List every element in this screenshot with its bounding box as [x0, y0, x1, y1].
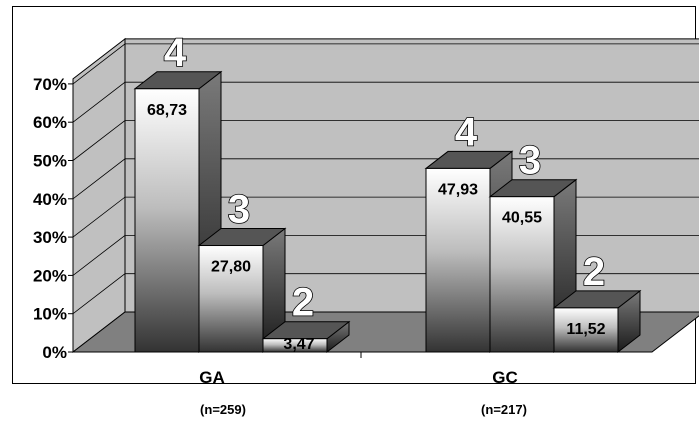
data-label: 68,73 — [147, 102, 187, 119]
series-tag: 3 — [228, 188, 250, 232]
chart-labels: 0% 10% 20% 30% 40% 50% 60% 70% GA 68,73 4 27,80 3 3,4… — [33, 30, 606, 387]
bar-front — [489, 196, 555, 353]
y-tick-label: 70% — [33, 75, 67, 94]
data-label: 40,55 — [502, 210, 542, 227]
gridline — [72, 81, 699, 123]
y-tick-label: 10% — [33, 305, 67, 324]
series-tag: 3 — [519, 139, 541, 183]
gridline — [72, 43, 699, 85]
bar-front — [553, 307, 619, 353]
data-label: 11,52 — [566, 321, 605, 338]
series-tag: 4 — [164, 31, 187, 75]
y-tick-label: 50% — [33, 152, 67, 171]
category-note-ga: (n=259) — [200, 402, 246, 417]
y-tick-label: 0% — [42, 343, 67, 362]
bar-front — [134, 88, 200, 353]
y-tick-label: 20% — [33, 266, 67, 285]
side-wall — [72, 37, 126, 354]
series-tag: 4 — [455, 110, 478, 154]
data-label: 27,80 — [211, 259, 251, 276]
bars — [133, 70, 642, 354]
bar-gc-2 — [552, 289, 642, 354]
y-tick-label: 30% — [33, 228, 67, 247]
series-tag: 2 — [583, 250, 605, 294]
bar-gc-3 — [488, 178, 578, 354]
bar-front — [425, 167, 491, 353]
data-label: 3,47 — [283, 336, 314, 353]
y-tick-label: 40% — [33, 190, 67, 209]
bar-front — [198, 245, 264, 353]
bar-ga-2 — [261, 320, 351, 354]
bar-ga-4 — [133, 70, 223, 354]
gridline — [72, 120, 699, 161]
data-label: 47,93 — [438, 181, 478, 198]
y-tick-label: 60% — [33, 113, 67, 132]
category-label: GA — [199, 368, 225, 387]
category-label: GC — [492, 368, 518, 387]
category-note-gc: (n=217) — [481, 402, 527, 417]
bar-ga-3 — [197, 227, 287, 354]
bar-front — [262, 338, 328, 353]
series-tag: 2 — [292, 281, 314, 325]
